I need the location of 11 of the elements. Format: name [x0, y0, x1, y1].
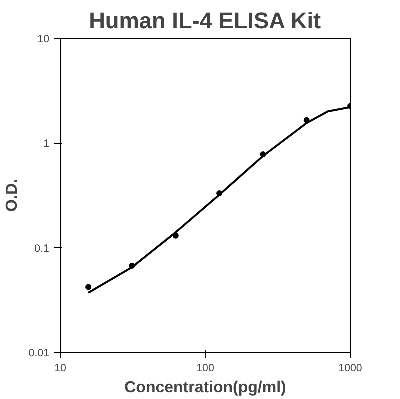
- y-tick-label: 0.1: [34, 242, 50, 255]
- x-tick-label: 100: [196, 362, 214, 374]
- y-axis-title: O.D.: [4, 179, 21, 212]
- y-tick-label: 1: [44, 138, 50, 150]
- x-tick-label: 1000: [338, 362, 362, 374]
- y-tick-label: 0.01: [28, 348, 50, 360]
- x-tick-label: 10: [54, 362, 66, 374]
- x-axis-title: Concentration(pg/ml): [124, 380, 286, 396]
- chart-title: Human IL-4 ELISA Kit: [89, 8, 322, 34]
- point: [86, 284, 92, 290]
- y-tick-label: 10: [38, 34, 50, 46]
